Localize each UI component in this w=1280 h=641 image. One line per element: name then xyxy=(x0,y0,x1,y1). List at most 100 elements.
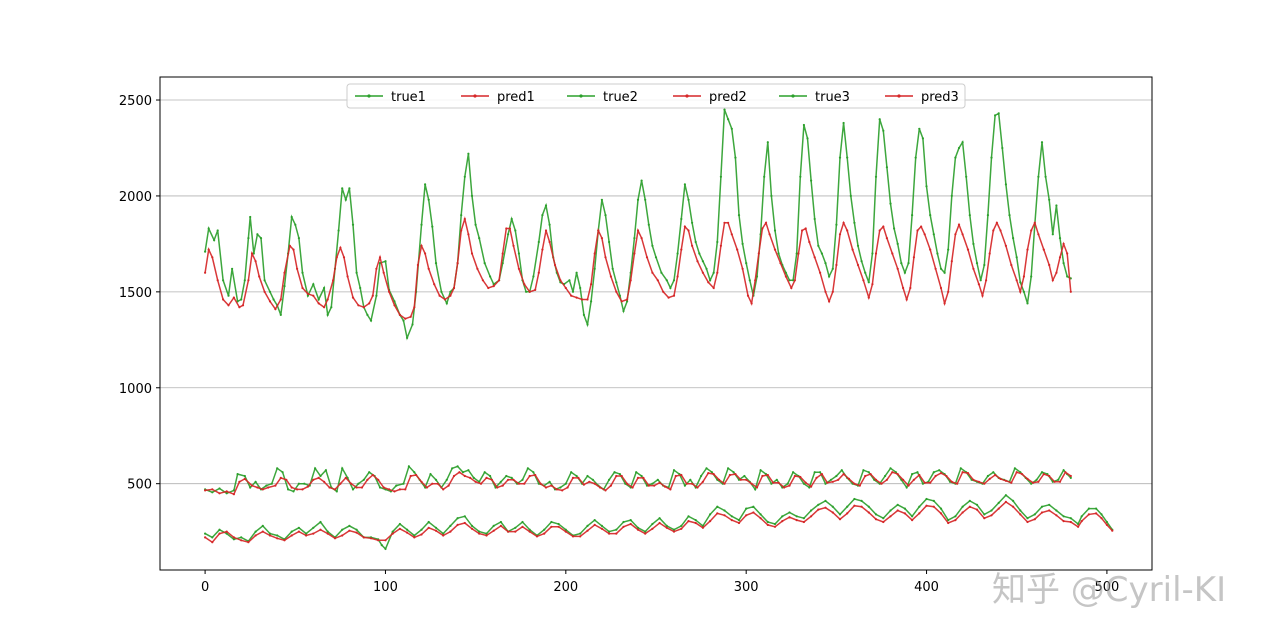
data-point xyxy=(535,535,539,538)
data-point xyxy=(296,267,299,270)
data-point xyxy=(838,513,842,516)
data-point xyxy=(427,520,430,524)
data-point xyxy=(835,263,838,267)
data-point xyxy=(532,275,535,278)
data-point xyxy=(920,225,923,228)
data-point xyxy=(777,252,780,255)
data-point xyxy=(548,480,551,483)
data-point xyxy=(781,515,784,518)
data-point xyxy=(449,290,452,293)
data-point xyxy=(1040,471,1044,474)
data-point xyxy=(481,279,484,282)
data-point xyxy=(999,477,1002,480)
data-point xyxy=(431,482,434,485)
data-point xyxy=(871,252,874,255)
data-point xyxy=(476,267,479,270)
data-point xyxy=(514,530,517,533)
data-point xyxy=(211,491,214,494)
data-point xyxy=(577,476,580,479)
data-point xyxy=(828,300,831,303)
data-point xyxy=(1033,513,1036,516)
data-point xyxy=(712,473,715,476)
data-point xyxy=(810,485,813,488)
data-point xyxy=(995,221,999,224)
data-point xyxy=(238,306,241,309)
data-point xyxy=(579,286,582,290)
data-point xyxy=(424,183,427,186)
data-point xyxy=(283,539,286,542)
data-point xyxy=(846,512,849,515)
data-point xyxy=(469,476,472,479)
data-point xyxy=(653,484,656,487)
data-point xyxy=(966,248,970,251)
data-point xyxy=(1037,175,1040,178)
data-point xyxy=(348,524,351,528)
data-point xyxy=(319,474,322,478)
data-point xyxy=(783,486,786,489)
data-point xyxy=(290,534,293,537)
axis-ticks: 500 1000 1500 2000 2500 0 100 200 300 400 500 xyxy=(119,94,1119,595)
data-point xyxy=(341,534,344,537)
data-point xyxy=(227,304,230,307)
data-point xyxy=(795,515,798,518)
data-point xyxy=(478,237,481,240)
data-point xyxy=(851,248,854,251)
data-point xyxy=(362,478,365,481)
legend-item-true3: true3 xyxy=(779,90,850,105)
data-point xyxy=(575,474,578,478)
data-point xyxy=(802,123,806,127)
data-point xyxy=(341,528,344,531)
data-point xyxy=(1013,467,1017,470)
data-point xyxy=(1026,477,1029,480)
data-point xyxy=(867,281,870,284)
data-point xyxy=(788,484,791,487)
data-point xyxy=(240,539,243,542)
data-point xyxy=(294,223,297,226)
data-point xyxy=(907,484,910,487)
data-point xyxy=(355,531,358,534)
data-point xyxy=(599,486,602,489)
data-point xyxy=(608,240,611,244)
data-point xyxy=(905,298,908,301)
data-point xyxy=(250,484,254,487)
data-point xyxy=(716,240,719,244)
data-point xyxy=(929,214,932,217)
data-point xyxy=(292,490,295,493)
data-point xyxy=(288,244,291,247)
data-point xyxy=(709,279,712,282)
data-point xyxy=(276,534,279,537)
data-point xyxy=(977,480,981,483)
data-point xyxy=(1012,505,1015,508)
data-point xyxy=(817,244,820,247)
data-point xyxy=(874,513,878,516)
data-point xyxy=(911,515,914,518)
data-point xyxy=(815,476,818,479)
data-point xyxy=(429,473,432,476)
data-point xyxy=(272,298,275,301)
data-point xyxy=(788,511,791,514)
data-point xyxy=(568,279,571,282)
data-point xyxy=(460,214,463,217)
data-point xyxy=(831,505,834,508)
data-point xyxy=(773,248,777,251)
series-pred2 xyxy=(204,471,1072,496)
data-point xyxy=(564,528,567,531)
data-point xyxy=(467,152,470,155)
data-point xyxy=(687,520,690,523)
data-point xyxy=(979,279,982,282)
data-point xyxy=(447,484,450,487)
series-layer xyxy=(204,108,1114,551)
data-point xyxy=(759,517,762,520)
data-point xyxy=(492,524,495,528)
data-point xyxy=(1058,480,1062,483)
data-point xyxy=(254,534,257,537)
data-point xyxy=(1037,480,1040,483)
data-point xyxy=(860,499,863,502)
data-point xyxy=(988,477,991,480)
data-point xyxy=(896,267,899,270)
data-point xyxy=(427,198,430,201)
data-point xyxy=(975,508,979,511)
data-point xyxy=(907,262,910,265)
data-point xyxy=(452,286,456,290)
data-point xyxy=(1019,281,1022,284)
